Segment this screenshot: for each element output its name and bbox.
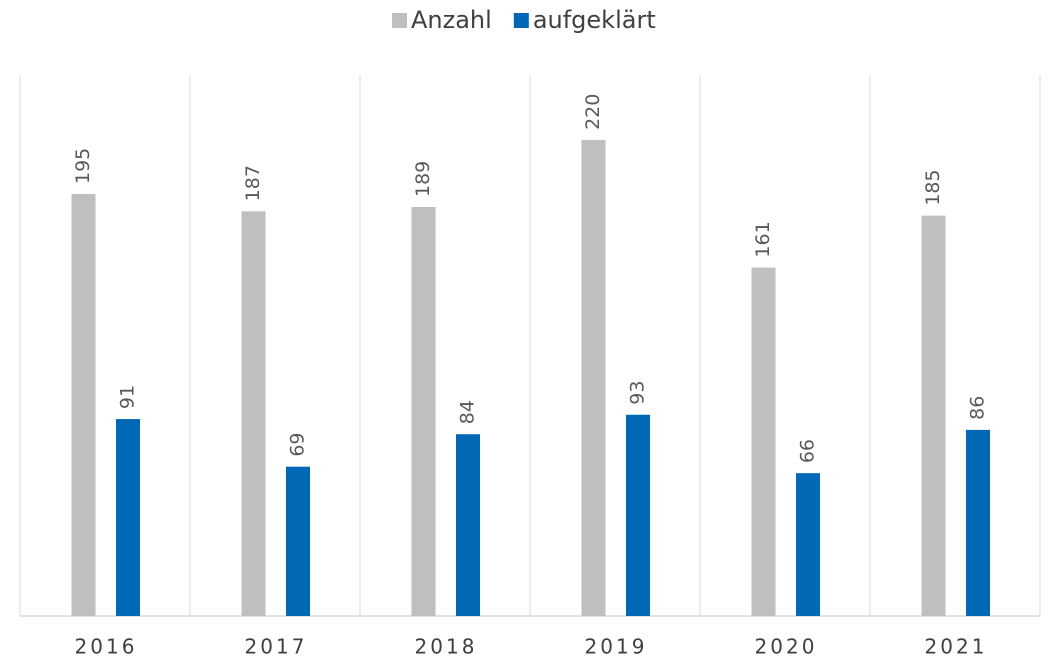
bar [751, 267, 776, 616]
legend: Anzahl aufgeklärt [392, 6, 656, 34]
legend-swatch [513, 13, 529, 28]
bar [921, 215, 946, 616]
value-label: 195 [72, 148, 94, 184]
value-label: 161 [752, 221, 774, 257]
x-tick-label: 2021 [925, 635, 988, 659]
value-label: 86 [967, 396, 989, 420]
x-tick-label: 2020 [755, 635, 818, 659]
bar [71, 194, 96, 616]
legend-swatch [392, 13, 407, 28]
x-tick-label: 2016 [75, 635, 138, 659]
legend-label: Anzahl [411, 6, 492, 34]
bar [796, 473, 820, 616]
bar [286, 466, 310, 616]
bar [116, 419, 140, 616]
x-tick-label: 2017 [245, 635, 308, 659]
value-label: 189 [412, 161, 434, 197]
legend-label: aufgeklärt [533, 6, 656, 34]
value-label: 187 [242, 165, 264, 201]
value-label: 84 [457, 400, 479, 424]
value-label: 185 [922, 169, 944, 205]
x-tick-label: 2019 [585, 635, 648, 659]
bar [241, 211, 266, 616]
value-label: 91 [117, 385, 139, 409]
bar [966, 429, 990, 616]
bar [626, 414, 650, 616]
bar [581, 139, 606, 617]
value-label: 69 [287, 432, 309, 456]
value-label: 66 [797, 439, 819, 463]
value-label: 93 [627, 381, 649, 405]
bar [411, 207, 436, 616]
value-label: 220 [582, 94, 604, 130]
bar [456, 434, 480, 616]
x-tick-label: 2018 [415, 635, 478, 659]
